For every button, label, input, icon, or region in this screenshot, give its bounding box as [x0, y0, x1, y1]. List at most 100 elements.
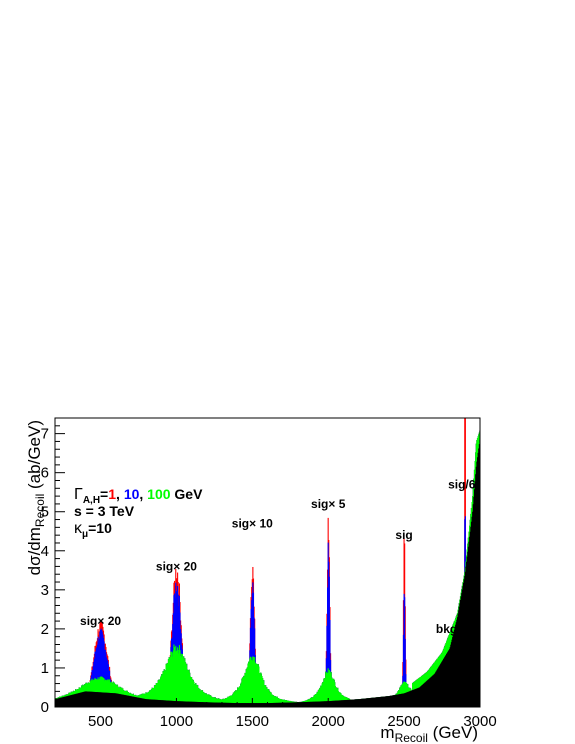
series-bkg-bin — [203, 702, 205, 707]
series-bkg-bin — [211, 702, 213, 707]
series-width-100-bin — [169, 656, 171, 707]
series-width-100-bin — [274, 696, 276, 707]
series-width-100-bin — [324, 678, 326, 707]
series-width-100-bin — [151, 687, 153, 707]
series-bkg-bin — [322, 701, 324, 707]
series-bkg-bin — [158, 700, 160, 707]
series-bkg-bin — [338, 700, 340, 707]
series-width-100-bin — [277, 698, 279, 707]
series-width-10-bin — [97, 636, 99, 707]
series-bkg-bin — [302, 702, 304, 707]
series-bkg-bin — [184, 701, 187, 707]
series-width-100-bin — [192, 680, 194, 707]
series-width-100-bin — [181, 656, 183, 707]
series-width-10-bin — [402, 634, 404, 707]
series-width-100-bin — [174, 651, 176, 707]
series-bkg-bin — [448, 649, 450, 707]
series-bkg-bin — [90, 691, 92, 707]
series-bkg-bin — [251, 703, 253, 707]
series-bkg-bin — [121, 694, 123, 707]
series-width-100-bin — [149, 690, 151, 707]
series-bkg-bin — [116, 693, 118, 707]
series-bkg-bin — [289, 702, 291, 707]
series-width-100-bin — [210, 695, 212, 707]
series-bkg-bin — [197, 701, 199, 707]
series-bkg-bin — [146, 699, 148, 707]
series-width-100-bin — [235, 690, 238, 707]
series-bkg-bin — [135, 697, 137, 707]
series-bkg-bin — [136, 697, 138, 707]
series-bkg-bin — [292, 702, 294, 707]
series-width-100-bin — [194, 684, 196, 707]
series-width-10-bin — [176, 590, 178, 707]
series-bkg-bin — [216, 702, 218, 707]
legend-unit: GeV — [171, 486, 204, 502]
series-bkg-bin — [183, 701, 185, 707]
series-width-100-bin — [273, 696, 275, 707]
series-bkg-bin — [235, 703, 238, 707]
series-width-100-bin — [180, 655, 182, 707]
series-bkg-bin — [370, 697, 372, 707]
series-bkg-bin — [455, 624, 457, 707]
series-width-100-bin — [157, 680, 159, 707]
series-width-10-bin — [177, 585, 179, 707]
series-bkg-bin — [58, 698, 60, 707]
x-tick-label: 1500 — [236, 713, 269, 730]
series-bkg-bin — [166, 700, 168, 707]
series-width-100-bin — [169, 657, 171, 707]
series-bkg-bin — [258, 703, 260, 707]
series-bkg-bin — [356, 699, 358, 707]
series-bkg-bin — [368, 698, 370, 707]
series-bkg-bin — [408, 691, 411, 707]
series-width-100-bin — [166, 662, 168, 707]
series-bkg-bin — [195, 701, 197, 707]
series-width-10-bin — [103, 641, 105, 707]
series-bkg-bin — [476, 457, 479, 707]
series-width-100-bin — [150, 689, 153, 707]
series-bkg-bin — [388, 696, 391, 707]
series-bkg-bin — [433, 674, 435, 707]
series-bkg-bin — [57, 698, 59, 707]
series-bkg-bin — [474, 481, 476, 707]
series-bkg-bin — [200, 702, 202, 707]
series-width-100-bin — [242, 677, 244, 707]
series-bkg-bin — [124, 695, 126, 707]
series-bkg-bin — [248, 703, 250, 707]
series-bkg-bin — [207, 702, 209, 707]
series-width-100-bin — [336, 688, 338, 707]
series-width-100-bin — [237, 688, 239, 707]
peak-annotation: sig× 10 — [232, 516, 273, 530]
series-bkg-bin — [333, 700, 335, 707]
series-bkg-bin — [438, 667, 440, 707]
series-bkg-bin — [81, 692, 83, 707]
series-bkg-bin — [337, 700, 339, 707]
y-tick-label: 7 — [41, 426, 49, 443]
series-width-10-bin — [99, 629, 102, 707]
series-bkg-bin — [458, 606, 460, 707]
series-bkg-bin — [156, 699, 158, 707]
series-width-100-bin — [178, 644, 180, 707]
series-bkg-bin — [444, 657, 446, 707]
series-bkg-bin — [317, 701, 319, 707]
series-bkg-bin — [351, 699, 353, 707]
series-bkg-bin — [99, 692, 101, 707]
series-bkg-bin — [102, 692, 105, 707]
series-width-100-bin — [334, 686, 336, 707]
series-bkg-bin — [178, 701, 180, 707]
series-bkg-bin — [169, 700, 171, 707]
series-bkg-bin — [451, 639, 453, 707]
series-width-10-bin — [96, 647, 98, 707]
series-width-100-bin — [149, 690, 151, 707]
series-bkg-bin — [298, 702, 300, 707]
series-bkg-bin — [283, 702, 285, 707]
series-width-100-bin — [195, 683, 197, 707]
series-width-100-bin — [162, 671, 164, 707]
series-bkg-bin — [112, 693, 114, 707]
series-bkg-bin — [425, 681, 428, 707]
series-width-100-bin — [243, 675, 245, 707]
series-bkg-bin — [284, 702, 286, 707]
series-width-100-bin — [187, 670, 189, 707]
series-bkg-bin — [133, 696, 136, 707]
series-bkg-bin — [345, 700, 347, 707]
series-bkg-bin — [304, 702, 306, 707]
